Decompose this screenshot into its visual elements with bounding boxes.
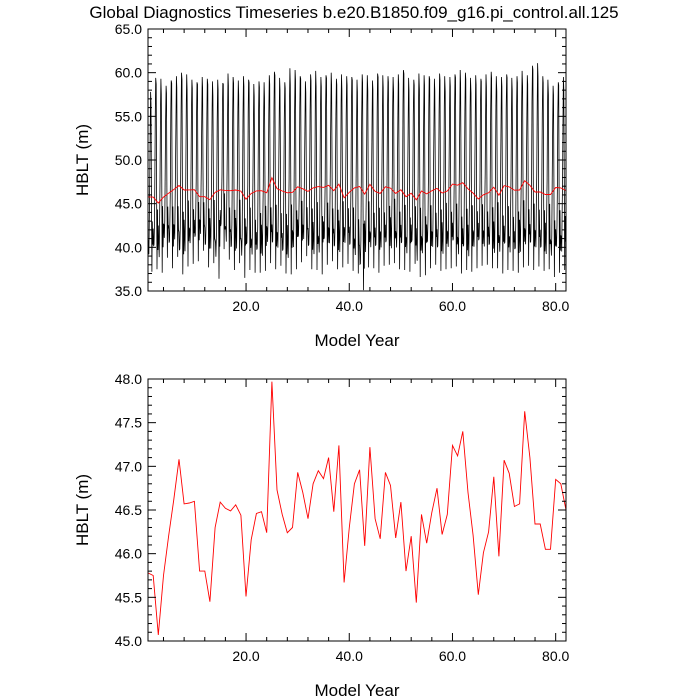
x-axis-label: Model Year [314,681,399,700]
x-axis-label: Model Year [314,331,399,350]
x-tick-label: 20.0 [232,648,259,664]
monthly-series-line [148,63,566,291]
y-tick-label: 46.5 [115,502,142,518]
x-tick-label: 80.0 [542,648,569,664]
x-tick-label: 80.0 [542,298,569,314]
y-tick-label: 50.0 [115,152,142,168]
y-axis-label: HBLT (m) [73,474,92,546]
y-tick-label: 45.0 [115,196,142,212]
annual-mean-line [148,176,566,204]
y-tick-label: 60.0 [115,65,142,81]
y-tick-label: 35.0 [115,283,142,299]
y-tick-label: 46.0 [115,546,142,562]
y-tick-label: 65.0 [115,21,142,37]
y-tick-label: 47.0 [115,458,142,474]
x-tick-label: 40.0 [336,648,363,664]
bottom-panel-annual-mean: 45.0 45.5 46.0 46.5 47.0 47.5 48.0 20.0 40.0 60.0… [73,371,570,700]
y-tick-label: 45.5 [115,589,142,605]
y-axis-label: HBLT (m) [73,124,92,196]
x-tick-label: 60.0 [439,648,466,664]
x-tick-label: 20.0 [232,298,259,314]
annual-mean-line [148,381,566,635]
y-tick-label: 40.0 [115,239,142,255]
x-tick-label: 40.0 [336,298,363,314]
y-tick-label: 47.5 [115,415,142,431]
x-tick-label: 60.0 [439,298,466,314]
chart-title: Global Diagnostics Timeseries b.e20.B185… [89,3,618,22]
top-panel-timeseries: 35.0 40.0 45.0 50.0 55.0 60.0 65.0 20.0 40.0 60.0… [73,21,570,350]
y-tick-label: 55.0 [115,108,142,124]
plot-frame [147,378,567,642]
y-tick-label: 45.0 [115,633,142,649]
y-tick-label: 48.0 [115,371,142,387]
